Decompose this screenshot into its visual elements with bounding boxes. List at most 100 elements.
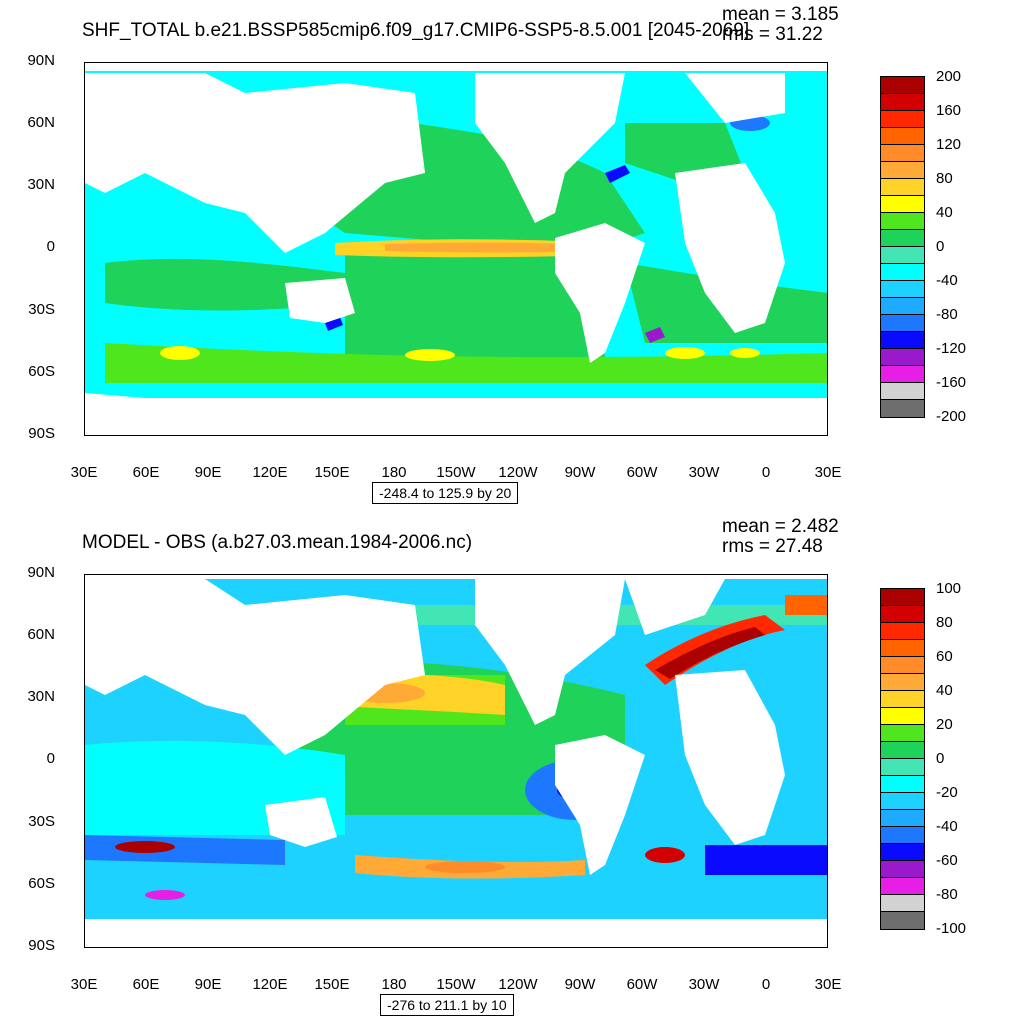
bottom-lat-label-60S: 60S — [28, 875, 55, 892]
bottom-colorbar-cell — [881, 708, 924, 725]
top-colorbar-cell — [881, 111, 924, 128]
top-colorbar-label: 120 — [936, 136, 962, 153]
top-map-plot — [84, 62, 828, 436]
top-lon-label-0: 0 — [761, 464, 771, 481]
top-lat-label-90N: 90N — [27, 52, 55, 69]
bottom-lon-label-90E: 90E — [194, 976, 222, 993]
bottom-colorbar-label: 40 — [936, 682, 953, 699]
top-colorbar-label: 40 — [936, 204, 953, 221]
bottom-lon-label-180: 180 — [381, 976, 407, 993]
top-mean-stat: mean = 3.185 — [722, 4, 839, 25]
bottom-colorbar-cell — [881, 589, 924, 606]
top-colorbar-cell — [881, 196, 924, 213]
top-lon-label-180: 180 — [381, 464, 407, 481]
top-colorbar-label: -80 — [936, 306, 958, 323]
bottom-colorbar-cell — [881, 895, 924, 912]
bottom-lat-label-60N: 60N — [27, 626, 55, 643]
top-lon-label-90E: 90E — [194, 464, 222, 481]
bottom-colorbar-cell — [881, 810, 924, 827]
bottom-colorbar-label: 100 — [936, 580, 962, 597]
top-colorbar-cell — [881, 77, 924, 94]
top-colorbar-cell — [881, 213, 924, 230]
bottom-colorbar-cell — [881, 861, 924, 878]
top-colorbar-label: 160 — [936, 102, 962, 119]
bottom-colorbar-label: -40 — [936, 818, 958, 835]
bottom-colorbar-cell — [881, 640, 924, 657]
bottom-colorbar-cell — [881, 793, 924, 810]
top-map-field — [85, 63, 827, 435]
top-colorbar-cell — [881, 94, 924, 111]
top-lon-label-30E-end: 30E — [814, 464, 842, 481]
bottom-colorbar-cell — [881, 657, 924, 674]
bottom-lon-label-120E: 120E — [252, 976, 288, 993]
bottom-lon-label-30E-end: 30E — [814, 976, 842, 993]
top-lat-label-30S: 30S — [28, 301, 55, 318]
bottom-colorbar-cell — [881, 691, 924, 708]
bottom-colorbar-label: 20 — [936, 716, 953, 733]
top-lon-label-30W: 30W — [688, 464, 720, 481]
top-colorbar-cell — [881, 247, 924, 264]
bottom-colorbar-label: -100 — [936, 920, 967, 937]
bottom-lon-label-150W: 150W — [436, 976, 476, 993]
top-colorbar-label: -160 — [936, 374, 967, 391]
bottom-colorbar-cell — [881, 725, 924, 742]
top-colorbar-cell — [881, 332, 924, 349]
top-lon-label-60E: 60E — [132, 464, 160, 481]
bottom-lon-label-60W: 60W — [626, 976, 658, 993]
bottom-colorbar-label: -80 — [936, 886, 958, 903]
top-colorbar-cell — [881, 281, 924, 298]
bottom-lon-label-90W: 90W — [564, 976, 596, 993]
bottom-colorbar-label: -60 — [936, 852, 958, 869]
bottom-lon-label-0: 0 — [761, 976, 771, 993]
top-lat-label-30N: 30N — [27, 176, 55, 193]
bottom-colorbar — [880, 588, 925, 930]
bottom-colorbar-label: 80 — [936, 614, 953, 631]
top-lat-label-90S: 90S — [28, 425, 55, 442]
bottom-colorbar-cell — [881, 674, 924, 691]
bottom-colorbar-cell — [881, 844, 924, 861]
bottom-lon-label-150E: 150E — [314, 976, 350, 993]
top-lon-label-30E: 30E — [70, 464, 98, 481]
top-lon-label-60W: 60W — [626, 464, 658, 481]
top-lat-label-60N: 60N — [27, 114, 55, 131]
top-colorbar-cell — [881, 179, 924, 196]
top-lon-label-120W: 120W — [498, 464, 538, 481]
top-lon-label-150W: 150W — [436, 464, 476, 481]
top-colorbar-cell — [881, 315, 924, 332]
bottom-colorbar-cell — [881, 776, 924, 793]
bottom-lat-label-0: 0 — [46, 750, 55, 767]
bottom-lat-label-90S: 90S — [28, 937, 55, 954]
top-colorbar-label: -40 — [936, 272, 958, 289]
top-colorbar-cell — [881, 298, 924, 315]
top-rms-stat: rms = 31.22 — [722, 24, 823, 45]
top-colorbar-cell — [881, 145, 924, 162]
bottom-colorbar-cell — [881, 827, 924, 844]
top-colorbar-label: 80 — [936, 170, 953, 187]
top-colorbar-label: 200 — [936, 68, 962, 85]
bottom-lat-label-30N: 30N — [27, 688, 55, 705]
top-colorbar-cell — [881, 366, 924, 383]
top-colorbar-cell — [881, 128, 924, 145]
top-lon-label-90W: 90W — [564, 464, 596, 481]
bottom-colorbar-label: 0 — [936, 750, 945, 767]
bottom-contour-range: -276 to 211.1 by 10 — [380, 994, 514, 1016]
bottom-colorbar-cell — [881, 623, 924, 640]
top-colorbar-label: 0 — [936, 238, 945, 255]
bottom-colorbar-cell — [881, 759, 924, 776]
bottom-colorbar-cell — [881, 742, 924, 759]
top-lon-label-120E: 120E — [252, 464, 288, 481]
bottom-panel-title: MODEL - OBS (a.b27.03.mean.1984-2006.nc) — [82, 532, 473, 553]
top-lon-label-150E: 150E — [314, 464, 350, 481]
bottom-mean-stat: mean = 2.482 — [722, 516, 839, 537]
top-lat-label-0: 0 — [46, 238, 55, 255]
bottom-colorbar-cell — [881, 878, 924, 895]
bottom-colorbar-cell — [881, 912, 924, 929]
bottom-lon-label-30W: 30W — [688, 976, 720, 993]
top-colorbar-label: -200 — [936, 408, 967, 425]
top-lat-label-60S: 60S — [28, 363, 55, 380]
top-colorbar-cell — [881, 349, 924, 366]
bottom-lon-label-30E: 30E — [70, 976, 98, 993]
bottom-rms-stat: rms = 27.48 — [722, 536, 823, 557]
bottom-lat-label-90N: 90N — [27, 564, 55, 581]
top-colorbar-cell — [881, 400, 924, 417]
